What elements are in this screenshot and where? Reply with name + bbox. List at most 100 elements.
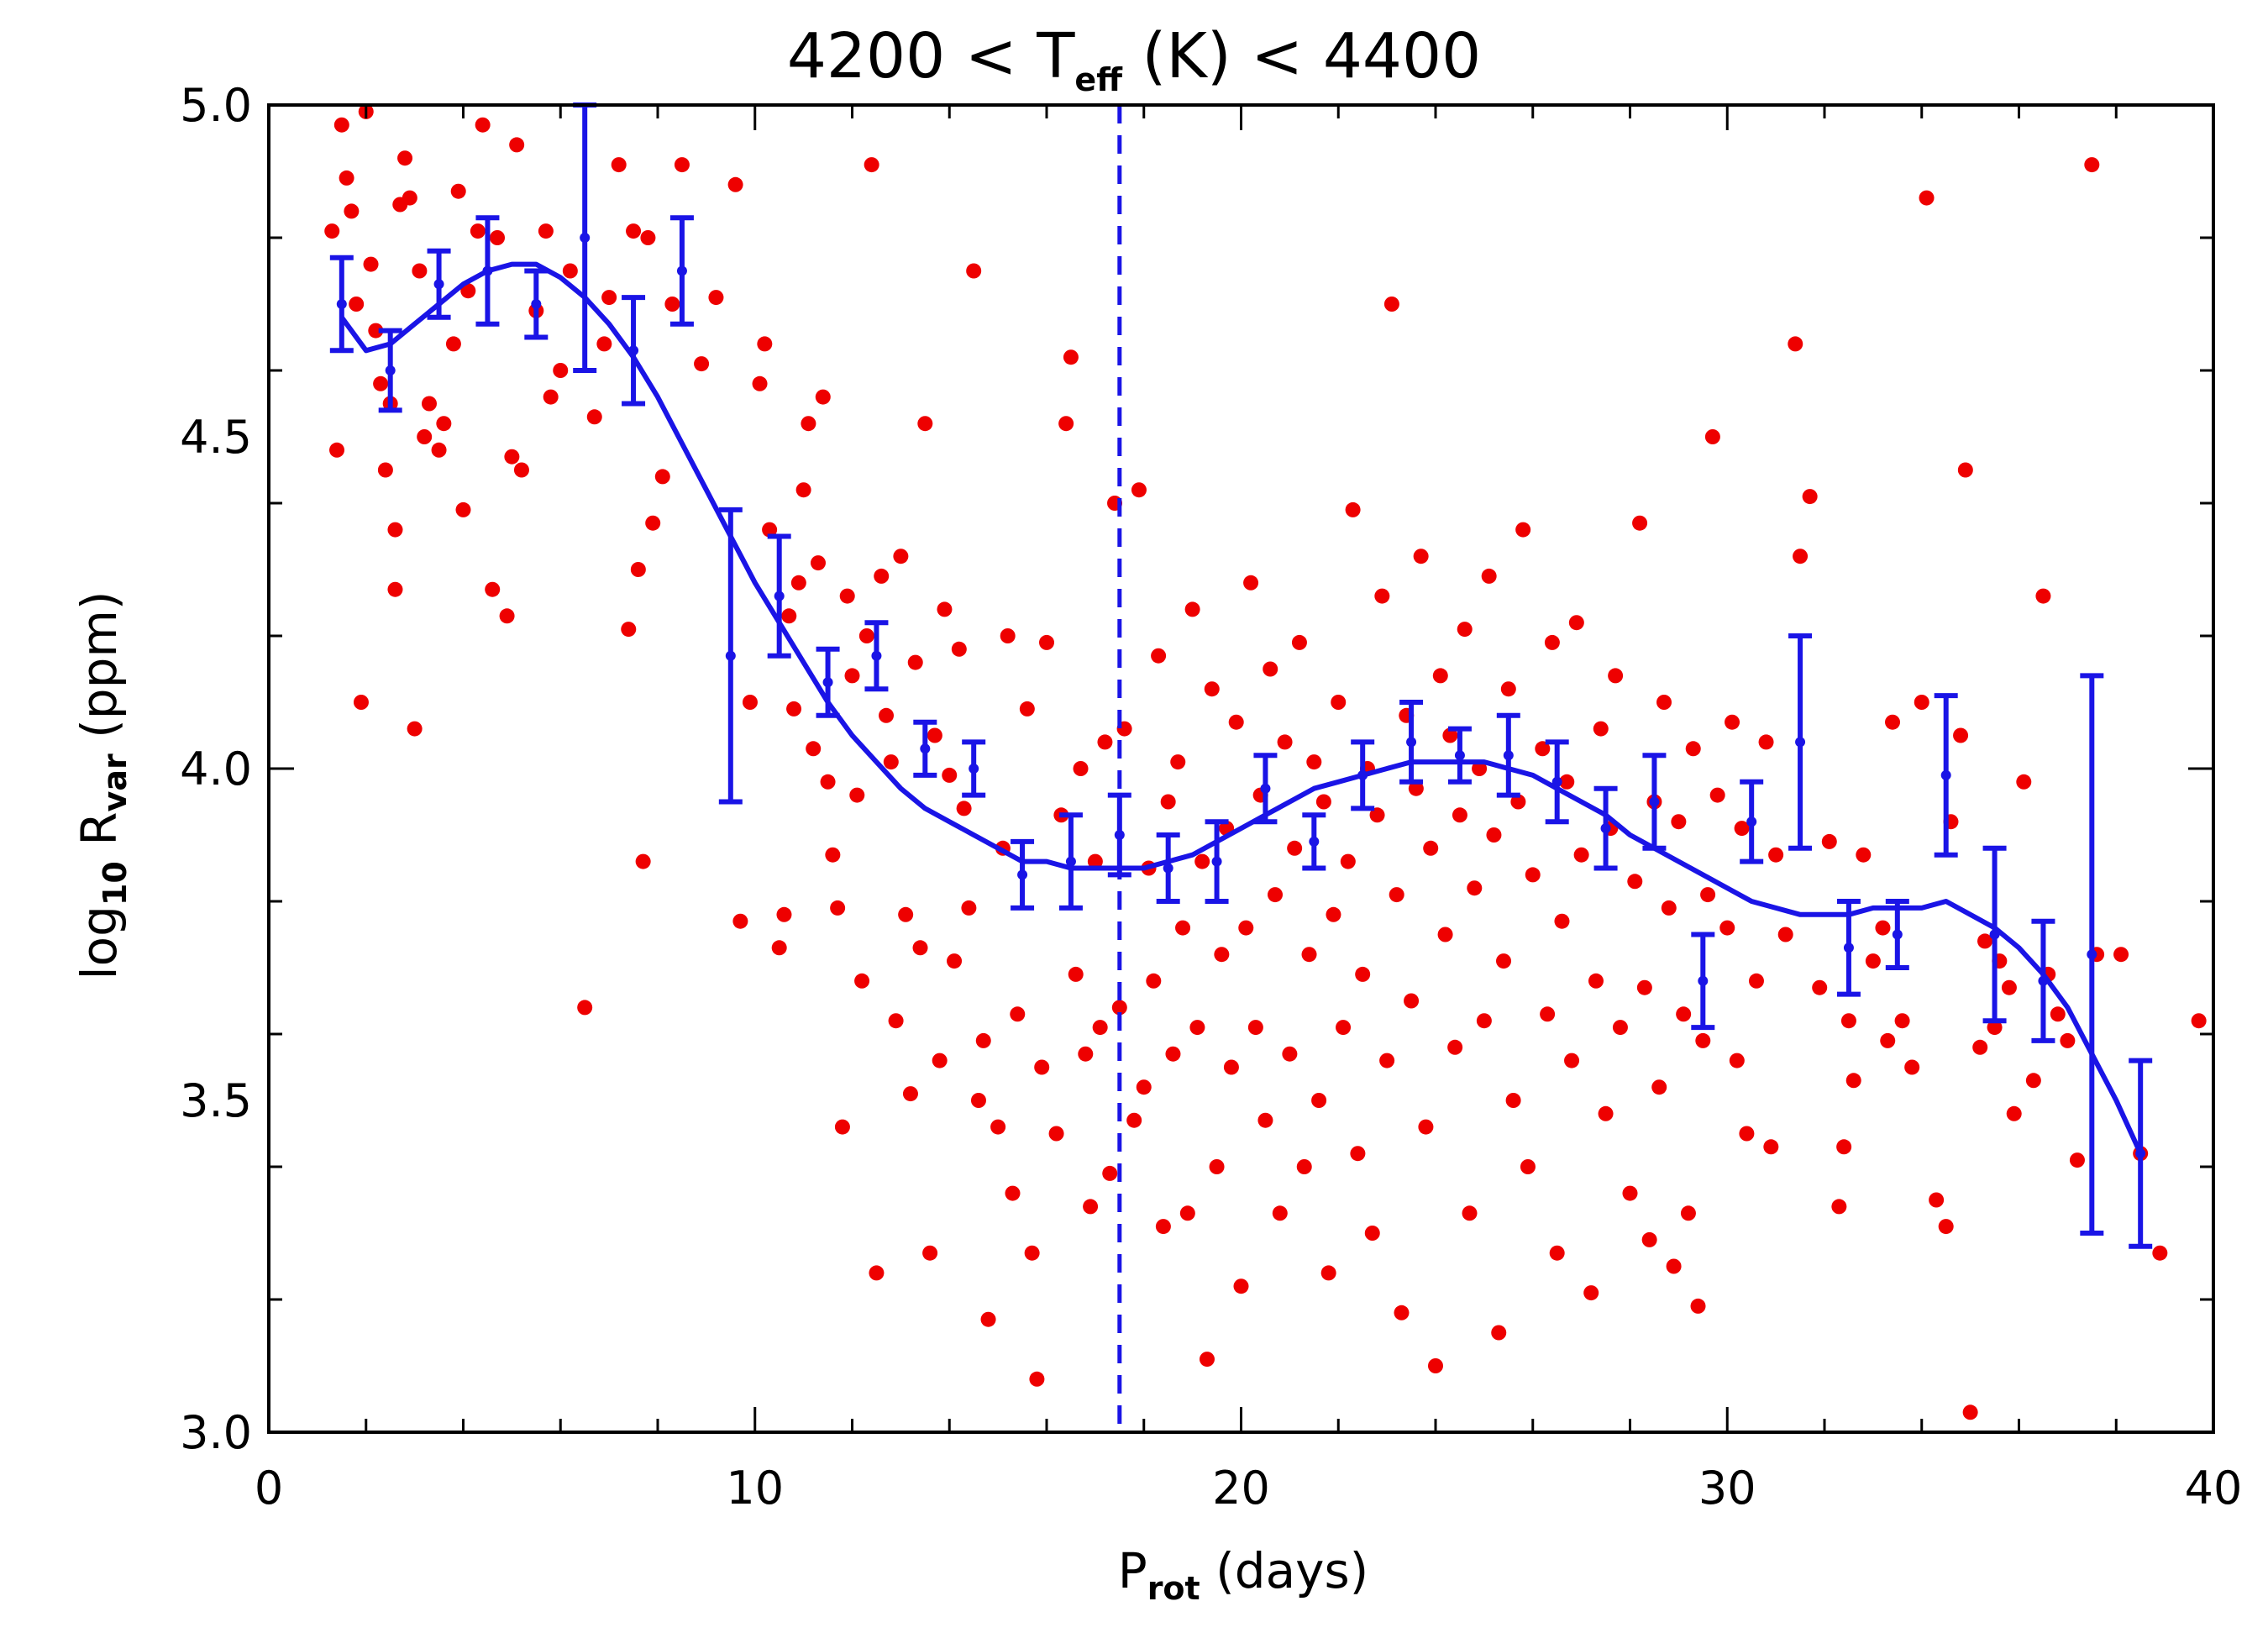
data-point — [1885, 714, 1901, 730]
data-point — [790, 575, 806, 591]
error-bar — [962, 739, 986, 798]
bin-mean-point — [1211, 856, 1222, 867]
data-point — [1184, 601, 1200, 617]
data-point — [1641, 1231, 1657, 1247]
data-point — [1748, 973, 1764, 989]
data-point — [1515, 522, 1531, 538]
data-point — [2016, 774, 2032, 790]
data-point — [1005, 1185, 1021, 1201]
data-point — [2084, 157, 2100, 173]
data-point — [806, 741, 822, 757]
data-point — [1904, 1059, 1920, 1075]
data-point — [898, 906, 914, 922]
bin-mean-point — [628, 345, 639, 356]
data-point — [1418, 1119, 1434, 1135]
data-point — [1263, 661, 1278, 677]
error-bar — [1399, 700, 1424, 785]
data-point — [1379, 1053, 1395, 1068]
bin-mean-point — [1406, 737, 1417, 748]
bin-mean-point — [2038, 975, 2049, 986]
data-point — [407, 721, 423, 737]
bin-mean-point — [1843, 942, 1854, 953]
data-point — [1146, 973, 1162, 989]
data-point — [825, 847, 841, 863]
data-point — [324, 223, 340, 239]
data-point — [1268, 887, 1284, 903]
data-point — [353, 695, 369, 710]
error-bar — [1836, 899, 1861, 997]
data-point — [1233, 1278, 1249, 1294]
data-point — [1039, 634, 1054, 650]
error-bar — [1058, 812, 1083, 911]
bin-mean-point — [1698, 975, 1709, 986]
data-point — [1034, 1059, 1050, 1075]
y-tick-label: 3.5 — [180, 1074, 252, 1127]
data-point — [387, 581, 403, 597]
data-point — [1812, 979, 1828, 995]
error-bar — [573, 102, 597, 373]
data-point — [834, 1119, 850, 1135]
data-point — [1204, 681, 1220, 697]
data-point — [1598, 1105, 1614, 1121]
data-point — [1651, 1079, 1667, 1095]
data-point — [513, 462, 529, 478]
bin-mean-point — [676, 265, 687, 276]
data-point — [626, 223, 642, 239]
error-bar — [2031, 918, 2055, 1043]
data-point — [1311, 1093, 1327, 1108]
data-point — [635, 853, 651, 869]
bin-mean-point — [1989, 929, 2000, 940]
data-point — [1875, 920, 1891, 936]
data-point — [1432, 668, 1448, 684]
data-point — [1160, 794, 1176, 810]
bin-mean-point — [433, 279, 444, 290]
plot-frame — [267, 103, 2215, 1434]
error-bar — [1788, 633, 1813, 851]
data-point — [771, 940, 787, 956]
data-point — [645, 515, 661, 531]
data-point — [879, 707, 895, 723]
data-point — [1977, 933, 1992, 949]
data-point — [538, 223, 554, 239]
bin-mean-point — [871, 650, 882, 661]
error-bar — [1351, 739, 1375, 811]
data-point — [1768, 847, 1784, 863]
data-point — [1364, 1226, 1380, 1241]
data-point — [951, 641, 967, 657]
bin-mean-point — [725, 650, 736, 661]
data-point — [815, 389, 831, 405]
error-bar — [427, 248, 451, 320]
data-point — [927, 727, 942, 743]
data-point — [1719, 920, 1735, 936]
data-point — [1336, 1020, 1352, 1036]
data-point — [1437, 927, 1453, 942]
data-point — [1228, 714, 1244, 730]
data-point — [902, 1086, 918, 1102]
data-point — [1865, 953, 1881, 969]
data-point — [883, 754, 899, 770]
data-point — [1301, 947, 1317, 963]
data-point — [1729, 1053, 1745, 1068]
data-point — [1462, 1205, 1478, 1221]
data-point — [1972, 1039, 1988, 1055]
data-point — [1540, 1006, 1556, 1022]
data-point — [601, 290, 617, 306]
data-point — [504, 449, 520, 465]
error-bar — [1934, 693, 1958, 858]
data-point — [1777, 927, 1793, 942]
bin-mean-point — [385, 365, 396, 375]
bin-mean-point — [1795, 737, 1806, 748]
data-point — [2060, 1032, 2076, 1048]
data-point — [1165, 1046, 1181, 1062]
bin-mean-point — [482, 265, 493, 276]
data-point — [1170, 754, 1186, 770]
error-bar — [1156, 832, 1180, 904]
bin-mean-point — [1892, 929, 1903, 940]
data-point — [1481, 568, 1497, 584]
data-point — [942, 767, 958, 783]
data-point — [839, 588, 855, 604]
data-point — [640, 230, 656, 245]
data-point — [450, 183, 466, 199]
data-point — [762, 522, 778, 538]
data-point — [1247, 1020, 1263, 1036]
